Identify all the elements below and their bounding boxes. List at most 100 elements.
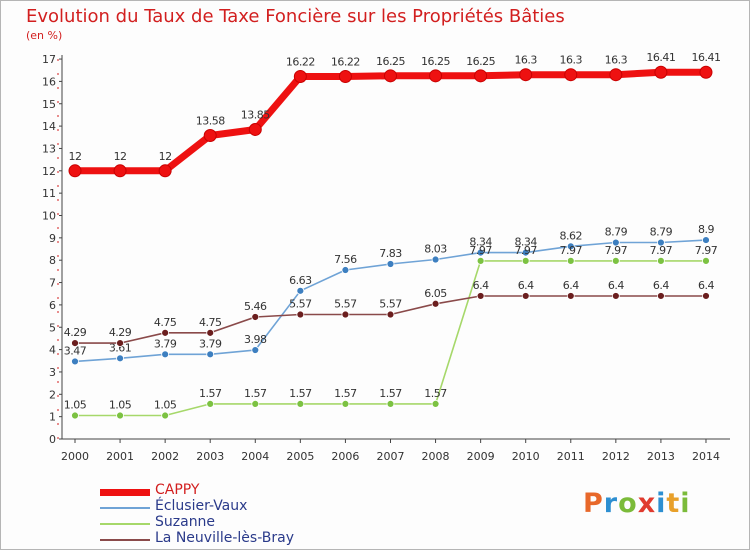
data-label: 7.83 [379,247,402,260]
legend-label: La Neuville-lès-Bray [155,530,294,546]
data-label: 4.29 [64,326,87,339]
data-point [206,328,215,337]
data-point [657,292,665,300]
legend-swatch [100,507,150,509]
data-label: 1.57 [244,387,267,400]
y-tick-label: 10 [42,210,56,223]
legend-label: Éclusier-Vaux [155,498,248,514]
data-label: 12 [159,150,172,163]
data-point [654,65,668,79]
data-point [657,238,665,247]
data-label: 1.57 [379,387,402,400]
y-tick-label: 0 [49,433,56,446]
legend-swatch [100,539,150,541]
data-label: 8.79 [605,226,628,239]
data-label: 13.58 [196,114,225,127]
data-label: 7.97 [560,244,583,257]
x-tick-label: 2006 [331,450,359,463]
data-point [71,357,79,366]
data-point [564,68,578,82]
data-label: 1.57 [424,387,447,400]
data-label: 16.3 [514,54,537,67]
x-tick-label: 2010 [512,450,540,463]
data-label: 6.63 [289,274,312,287]
data-point [519,68,533,82]
proxiti-logo: Proxiti [583,488,691,519]
series-cappy: 12 12 12 13.58 13.85 16.22 16.22 16.25 16.25 16.2… [68,51,721,178]
data-label: 4.29 [109,326,132,339]
data-label: 4.75 [199,316,222,329]
y-tick-label: 7 [49,277,56,290]
data-label: 6.4 [653,279,669,292]
data-point [566,256,575,265]
data-point [611,292,620,300]
data-point [206,350,215,359]
data-label: 3.61 [109,341,132,354]
y-tick-label: 13 [42,142,56,155]
data-point [657,256,665,265]
data-point [158,164,172,178]
data-point [296,310,305,319]
data-point [161,328,170,337]
logo-letter: x [637,488,657,519]
x-tick-label: 2000 [61,450,89,463]
data-label: 1.05 [64,399,87,412]
data-label: 6.4 [608,279,624,292]
y-tick-label: 15 [42,98,56,111]
logo-letter: i [680,488,691,519]
chart-title: Evolution du Taux de Taxe Foncière sur l… [26,6,565,27]
data-point [431,299,440,308]
data-point [296,286,305,295]
logo-letter: P [583,488,604,519]
series-suzanne: 1.05 1.05 1.05 1.57 1.57 1.57 1.57 1.57 1.57 7.97… [64,244,718,420]
data-point [474,69,488,83]
data-label: 7.97 [605,244,628,257]
data-point [251,313,260,321]
data-point [566,242,575,251]
data-point [702,256,710,265]
data-point [116,339,124,348]
data-point [566,292,575,300]
data-point [341,310,350,319]
logo-letter: i [656,488,667,519]
data-point [161,350,170,359]
y-tick-label: 5 [49,321,56,334]
data-point [251,400,260,408]
data-label: 8.34 [514,236,537,249]
data-point [161,411,170,420]
data-label: 6.4 [698,279,714,292]
data-point [113,164,127,178]
data-label: 1.05 [109,399,132,412]
data-point [383,69,397,83]
data-point [521,248,530,257]
data-label: 1.57 [289,387,312,400]
data-label: 8.9 [698,223,714,236]
series-la-neuville-les-bray: 4.29 4.29 4.75 4.75 5.46 5.57 5.57 5.57 6.05 6.4 6… [64,279,715,348]
data-label: 6.4 [563,279,579,292]
legend-label: Suzanne [155,514,216,530]
data-label: 13.85 [241,108,270,121]
y-tick-label: 2 [49,388,56,401]
data-label: 6.05 [424,287,447,300]
data-label: 16.41 [691,51,720,64]
data-point [521,256,530,265]
data-point [71,411,79,420]
y-tick-label: 9 [49,232,56,245]
data-label: 5.46 [244,300,267,313]
data-label: 4.75 [154,316,177,329]
logo-letter: o [618,488,638,519]
data-point [702,292,710,300]
data-label: 8.34 [469,236,492,249]
data-point [702,236,710,244]
data-point [296,400,305,408]
data-point [71,339,79,348]
data-label: 7.97 [514,244,537,257]
data-label: 16.22 [286,55,315,68]
data-label: 3.79 [199,337,222,350]
data-label: 1.57 [334,387,357,400]
data-point [386,310,395,319]
data-label: 8.03 [424,243,447,256]
data-label: 7.56 [334,253,357,266]
x-tick-label: 2001 [106,450,134,463]
x-tick-label: 2014 [692,450,720,463]
